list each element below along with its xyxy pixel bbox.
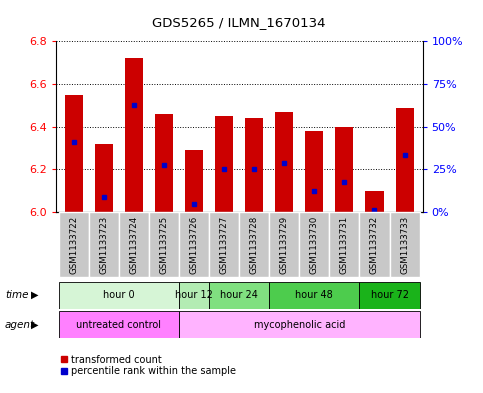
Text: time: time: [5, 290, 28, 300]
FancyBboxPatch shape: [299, 212, 329, 277]
Bar: [155, 114, 173, 212]
FancyBboxPatch shape: [89, 212, 119, 277]
Text: hour 0: hour 0: [103, 290, 135, 300]
FancyBboxPatch shape: [179, 282, 209, 309]
Bar: [215, 116, 233, 212]
FancyBboxPatch shape: [209, 282, 269, 309]
FancyBboxPatch shape: [359, 282, 420, 309]
Bar: [305, 131, 323, 212]
Text: GSM1133724: GSM1133724: [129, 215, 138, 274]
Text: untreated control: untreated control: [76, 320, 161, 330]
Text: hour 72: hour 72: [370, 290, 409, 300]
FancyBboxPatch shape: [269, 282, 359, 309]
FancyBboxPatch shape: [239, 212, 269, 277]
Text: GSM1133728: GSM1133728: [250, 215, 258, 274]
Text: mycophenolic acid: mycophenolic acid: [254, 320, 345, 330]
Text: GDS5265 / ILMN_1670134: GDS5265 / ILMN_1670134: [152, 16, 326, 29]
Legend: transformed count, percentile rank within the sample: transformed count, percentile rank withi…: [60, 354, 236, 376]
Text: hour 48: hour 48: [296, 290, 333, 300]
Bar: [366, 191, 384, 212]
Text: GSM1133725: GSM1133725: [159, 215, 169, 274]
Text: agent: agent: [5, 320, 35, 330]
Text: GSM1133722: GSM1133722: [69, 215, 78, 274]
FancyBboxPatch shape: [119, 212, 149, 277]
Text: GSM1133732: GSM1133732: [370, 215, 379, 274]
FancyBboxPatch shape: [179, 311, 420, 338]
FancyBboxPatch shape: [329, 212, 359, 277]
FancyBboxPatch shape: [58, 212, 89, 277]
Bar: [245, 118, 263, 212]
FancyBboxPatch shape: [209, 212, 239, 277]
FancyBboxPatch shape: [359, 212, 389, 277]
Bar: [275, 112, 293, 212]
FancyBboxPatch shape: [58, 282, 179, 309]
Bar: [185, 150, 203, 212]
Bar: [95, 144, 113, 212]
FancyBboxPatch shape: [269, 212, 299, 277]
Bar: [65, 95, 83, 212]
Text: GSM1133729: GSM1133729: [280, 216, 289, 274]
Text: GSM1133731: GSM1133731: [340, 215, 349, 274]
Text: hour 12: hour 12: [175, 290, 213, 300]
Text: ▶: ▶: [31, 320, 39, 330]
Text: GSM1133733: GSM1133733: [400, 215, 409, 274]
FancyBboxPatch shape: [149, 212, 179, 277]
Text: ▶: ▶: [31, 290, 39, 300]
FancyBboxPatch shape: [179, 212, 209, 277]
Text: hour 24: hour 24: [220, 290, 258, 300]
Bar: [396, 108, 413, 212]
Text: GSM1133727: GSM1133727: [220, 215, 228, 274]
FancyBboxPatch shape: [58, 311, 179, 338]
Text: GSM1133730: GSM1133730: [310, 215, 319, 274]
Text: GSM1133726: GSM1133726: [189, 215, 199, 274]
FancyBboxPatch shape: [389, 212, 420, 277]
Bar: [125, 58, 143, 212]
Text: GSM1133723: GSM1133723: [99, 215, 108, 274]
Bar: [335, 127, 354, 212]
